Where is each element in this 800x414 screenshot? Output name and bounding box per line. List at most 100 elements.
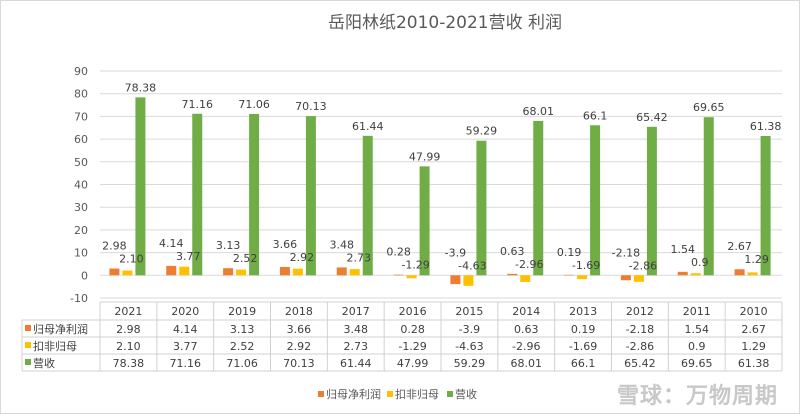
table-cell: 65.42 [624,357,656,370]
bar-2 [249,113,260,276]
table-cell: 68.01 [511,357,543,370]
watermark-logo: 雪球：万物周期 [616,384,778,409]
table-cell: -4.63 [455,340,483,353]
table-cell: 1.29 [741,340,766,353]
table-cell: 78.38 [113,357,145,370]
y-tick-label: 10 [74,247,88,260]
data-label: -4.63 [458,259,486,272]
table-cell: 3.48 [344,323,369,336]
y-tick-label: 70 [74,110,88,123]
data-label: 71.06 [238,98,270,111]
bar-1 [236,269,247,276]
chart-title: 岳阳林纸2010-2021营收 利润 [327,13,563,33]
table-cell: 3.77 [173,340,198,353]
y-tick-label: 30 [74,201,88,214]
legend-swatch-0 [318,391,324,397]
category-label: 2011 [683,305,711,318]
bar-0 [677,271,688,276]
legend-label: 扣非归母 [395,387,439,401]
data-label: 3.66 [273,238,298,251]
bar-0 [393,274,404,276]
bar-1 [406,275,417,279]
data-label: -1.69 [572,259,600,272]
table-cell: 2.52 [230,340,255,353]
data-label: 71.16 [182,98,214,111]
bar-2 [135,97,146,276]
y-tick-label: 90 [74,65,88,78]
bar-0 [109,268,120,276]
bar-0 [336,267,347,276]
data-label: 59.29 [466,125,498,138]
bar-0 [166,265,177,276]
bar-2 [305,116,316,276]
category-label: 2010 [740,305,768,318]
data-label: -3.9 [445,246,466,259]
legend-label: 营收 [455,387,477,401]
table-cell: 0.28 [400,323,425,336]
category-label: 2018 [285,305,313,318]
data-label: -2.18 [612,246,640,259]
data-label: 2.98 [102,240,127,253]
bar-1 [349,269,360,276]
bar-0 [734,269,745,276]
bar-2 [760,135,771,276]
category-label: 2012 [626,305,654,318]
bar-2 [703,117,714,276]
table-cell: 2.10 [116,340,141,353]
data-label: 66.1 [583,109,608,122]
y-tick-label: -10 [70,292,88,305]
bar-1 [463,275,474,286]
data-label: 0.19 [557,246,582,259]
bar-2 [590,125,601,276]
category-label: 2013 [569,305,597,318]
data-label: 47.99 [409,150,441,163]
data-label: 3.48 [330,238,355,251]
y-tick-label: 40 [74,179,88,192]
bar-1 [690,273,701,276]
data-label: 69.65 [693,101,725,114]
table-cell: -2.96 [512,340,540,353]
table-cell: 71.16 [170,357,202,370]
table-cell: 71.06 [226,357,258,370]
table-cell: 70.13 [283,357,315,370]
category-label: 2016 [399,305,427,318]
bar-1 [520,275,531,283]
table-cell: 47.99 [397,357,429,370]
legend-swatch-1 [387,391,393,397]
bar-2 [476,140,487,276]
table-cell: 3.13 [230,323,255,336]
data-label: 1.54 [671,243,696,256]
y-tick-label: 60 [74,133,88,146]
data-label: 61.44 [352,120,384,133]
table-cell: 1.54 [685,323,710,336]
data-label: 3.77 [176,250,201,263]
bar-1 [179,266,190,276]
y-tick-label: 20 [74,224,88,237]
table-cell: 3.66 [287,323,312,336]
data-label: 65.42 [636,111,668,124]
data-label: 78.38 [125,81,157,94]
data-label: 2.52 [233,252,258,265]
table-cell: 61.38 [738,357,770,370]
data-label: 0.28 [386,246,411,259]
bar-1 [747,272,758,276]
data-label: 70.13 [295,100,327,113]
bar-0 [620,275,631,281]
table-cell: 61.44 [340,357,372,370]
data-label: 61.38 [750,120,782,133]
bar-1 [292,268,303,276]
category-label: 2015 [455,305,483,318]
data-label: -1.29 [401,259,429,272]
bar-2 [192,113,203,276]
table-cell: 59.29 [454,357,486,370]
table-cell: 2.73 [344,340,369,353]
table-row-label: 营收 [33,356,55,370]
bar-2 [533,120,544,276]
table-row-label: 归母净利润 [33,322,88,336]
data-label: 2.10 [119,253,144,266]
legend-key-2 [25,359,31,365]
bar-0 [223,268,234,276]
table-cell: -3.9 [459,323,480,336]
data-label: 68.01 [523,105,555,118]
